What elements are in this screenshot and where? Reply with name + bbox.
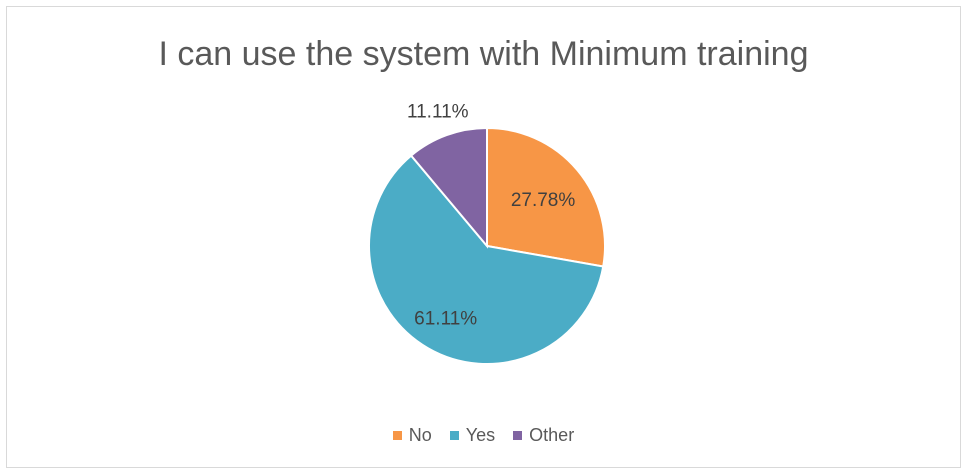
legend-swatch-no bbox=[392, 431, 402, 440]
legend-label-yes: Yes bbox=[465, 425, 496, 445]
pie-slices bbox=[368, 126, 606, 365]
legend-item-no: No bbox=[392, 425, 432, 446]
chart-legend: No Yes Other bbox=[0, 425, 967, 446]
pie-slice-other bbox=[409, 126, 488, 249]
pie-data-labels: 27.78% 61.11% 11.11% bbox=[407, 102, 575, 330]
legend-swatch-yes bbox=[449, 431, 459, 440]
data-label-yes: 61.11% bbox=[414, 309, 477, 330]
chart-title: I can use the system with Minimum traini… bbox=[158, 35, 809, 73]
pie-slice-no bbox=[486, 126, 606, 268]
legend-swatch-other bbox=[513, 431, 523, 440]
legend-item-other: Other bbox=[513, 425, 574, 446]
legend-item-yes: Yes bbox=[449, 425, 496, 446]
legend-label-no: No bbox=[408, 425, 432, 445]
data-label-other: 11.11% bbox=[407, 102, 469, 123]
pie-slice-yes bbox=[368, 154, 605, 365]
legend-label-other: Other bbox=[529, 425, 575, 445]
data-label-no: 27.78% bbox=[511, 190, 576, 211]
